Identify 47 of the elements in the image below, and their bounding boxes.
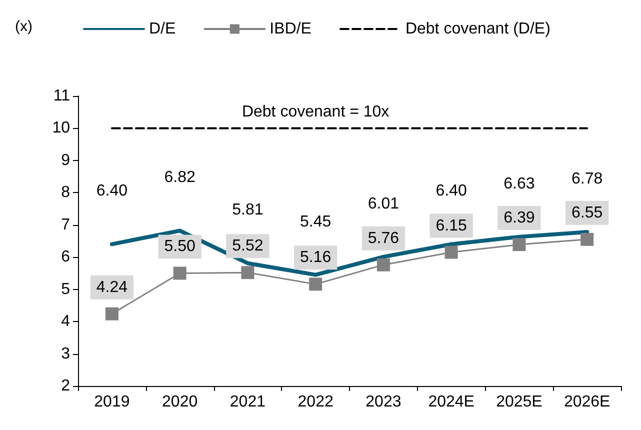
point xyxy=(105,307,118,320)
point xyxy=(173,266,186,280)
data-label: 6.82 xyxy=(164,169,196,186)
data-label: 5.50 xyxy=(164,238,196,256)
data-label: 6.63 xyxy=(504,175,535,192)
y-tick-label: 6 xyxy=(61,248,70,266)
data-label: 6.15 xyxy=(436,217,467,234)
y-tick-label: 2 xyxy=(61,378,70,394)
y-axis-title: (x) xyxy=(15,18,32,35)
legend-label: IBD/E xyxy=(270,20,312,38)
data-label: 4.24 xyxy=(96,278,128,296)
y-tick-label: 7 xyxy=(61,216,70,234)
point xyxy=(580,232,594,246)
data-label: 6.40 xyxy=(96,182,128,200)
y-tick-label: 3 xyxy=(61,345,70,362)
x-tick-label: 2020 xyxy=(162,394,198,410)
x-tick-label: 2022 xyxy=(298,394,334,410)
y-tick-label: 10 xyxy=(52,120,70,137)
annotation: Debt covenant = 10x xyxy=(242,104,390,121)
x-tick-label: 2021 xyxy=(230,394,266,410)
data-label: 6.78 xyxy=(571,170,603,188)
x-tick-label: 2019 xyxy=(94,394,130,410)
data-label: 5.76 xyxy=(368,230,400,247)
point xyxy=(512,238,526,252)
x-tick-label: 2025E xyxy=(496,394,542,410)
y-tick-label: 9 xyxy=(61,152,70,169)
data-label: 5.81 xyxy=(232,202,264,219)
data-label: 6.01 xyxy=(368,195,400,212)
x-tick-label: 2023 xyxy=(366,394,402,410)
data-label: 5.52 xyxy=(232,238,264,255)
data-label: 6.55 xyxy=(571,204,603,222)
data-label: 6.40 xyxy=(436,182,467,200)
y-tick-label: 5 xyxy=(61,280,70,298)
legend-label: D/E xyxy=(149,20,176,38)
point xyxy=(309,278,322,291)
point xyxy=(376,258,390,272)
y-tick-label: 11 xyxy=(53,88,70,104)
x-tick-label: 2026E xyxy=(564,394,610,410)
point xyxy=(444,246,458,259)
point xyxy=(241,266,254,280)
y-tick-label: 8 xyxy=(61,184,70,202)
data-label: 5.45 xyxy=(300,213,332,230)
data-label: 5.16 xyxy=(300,249,332,266)
y-tick-label: 4 xyxy=(61,313,70,330)
x-tick-label: 2024E xyxy=(428,394,474,410)
data-label: 6.39 xyxy=(504,210,535,227)
legend-label: Debt covenant (D/E) xyxy=(405,20,550,38)
